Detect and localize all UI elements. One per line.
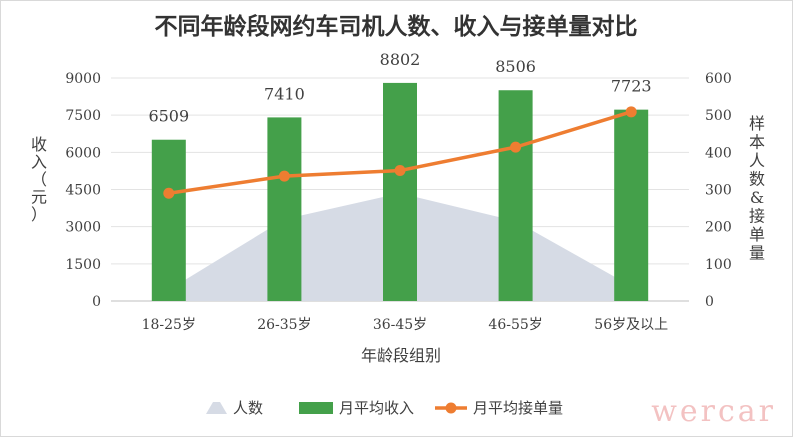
bar-series xyxy=(151,82,649,301)
right-axis-title: 样本人数&接单量 xyxy=(749,114,765,263)
right-tick-label: 400 xyxy=(705,145,732,161)
right-axis-title-text: 样本人数&接单量 xyxy=(749,114,765,263)
bar-value-label: 8506 xyxy=(495,57,536,76)
bar-value-label: 7410 xyxy=(264,84,305,103)
left-tick-label: 4500 xyxy=(65,183,101,199)
bar-income xyxy=(498,90,533,301)
x-axis-categories: 18-25岁 26-35岁 36-45岁 46-55岁 56岁及以上 xyxy=(142,317,668,333)
left-tick-label: 3000 xyxy=(65,220,101,236)
category-label: 56岁及以上 xyxy=(594,317,668,333)
line-point xyxy=(625,106,637,118)
legend-label-bar: 月平均收入 xyxy=(339,399,414,417)
category-label: 36-45岁 xyxy=(373,317,427,333)
right-tick-label: 0 xyxy=(705,294,714,310)
right-tick-label: 300 xyxy=(705,183,732,199)
right-axis-ticks: 0 100 200 300 400 500 600 xyxy=(705,71,732,310)
bar-income xyxy=(267,117,302,301)
line-series xyxy=(163,106,637,199)
left-axis-title: 收入（元） xyxy=(31,135,47,224)
right-tick-label: 500 xyxy=(705,108,732,124)
line-point xyxy=(394,165,406,177)
left-axis-title-text: 收入（元） xyxy=(31,135,47,224)
category-label: 18-25岁 xyxy=(142,317,196,333)
legend-swatch-area xyxy=(206,402,227,414)
line-point xyxy=(510,141,522,153)
left-tick-label: 1500 xyxy=(65,257,101,273)
category-label: 46-55岁 xyxy=(488,317,542,333)
bar-value-label: 7723 xyxy=(611,77,652,96)
right-tick-label: 100 xyxy=(705,257,732,273)
right-tick-label: 200 xyxy=(705,220,732,236)
chart-title: 不同年龄段网约车司机人数、收入与接单量对比 xyxy=(155,13,638,40)
bar-income xyxy=(383,82,417,301)
data-labels: 6509 7410 8802 8506 7723 xyxy=(148,50,651,126)
watermark-text: wercar xyxy=(651,394,776,429)
bar-value-label: 8802 xyxy=(380,50,421,69)
legend-swatch-marker xyxy=(445,402,457,414)
left-tick-label: 9000 xyxy=(65,71,101,87)
left-tick-label: 6000 xyxy=(65,145,101,161)
line-point xyxy=(278,170,290,182)
bar-income xyxy=(614,109,649,301)
legend: 人数 月平均收入 月平均接单量 xyxy=(206,399,563,417)
bar-income xyxy=(151,139,186,301)
legend-swatch-bar xyxy=(299,402,333,414)
line-point xyxy=(163,187,175,199)
left-axis-ticks: 0 1500 3000 4500 6000 7500 9000 xyxy=(65,71,101,310)
right-tick-label: 600 xyxy=(705,71,732,87)
category-label: 26-35岁 xyxy=(257,317,311,333)
left-tick-label: 0 xyxy=(92,294,101,310)
bar-value-label: 6509 xyxy=(148,107,189,126)
legend-label-area: 人数 xyxy=(233,399,263,417)
left-tick-label: 7500 xyxy=(65,108,101,124)
legend-label-line: 月平均接单量 xyxy=(473,399,563,417)
x-axis-title: 年龄段组别 xyxy=(361,346,441,365)
